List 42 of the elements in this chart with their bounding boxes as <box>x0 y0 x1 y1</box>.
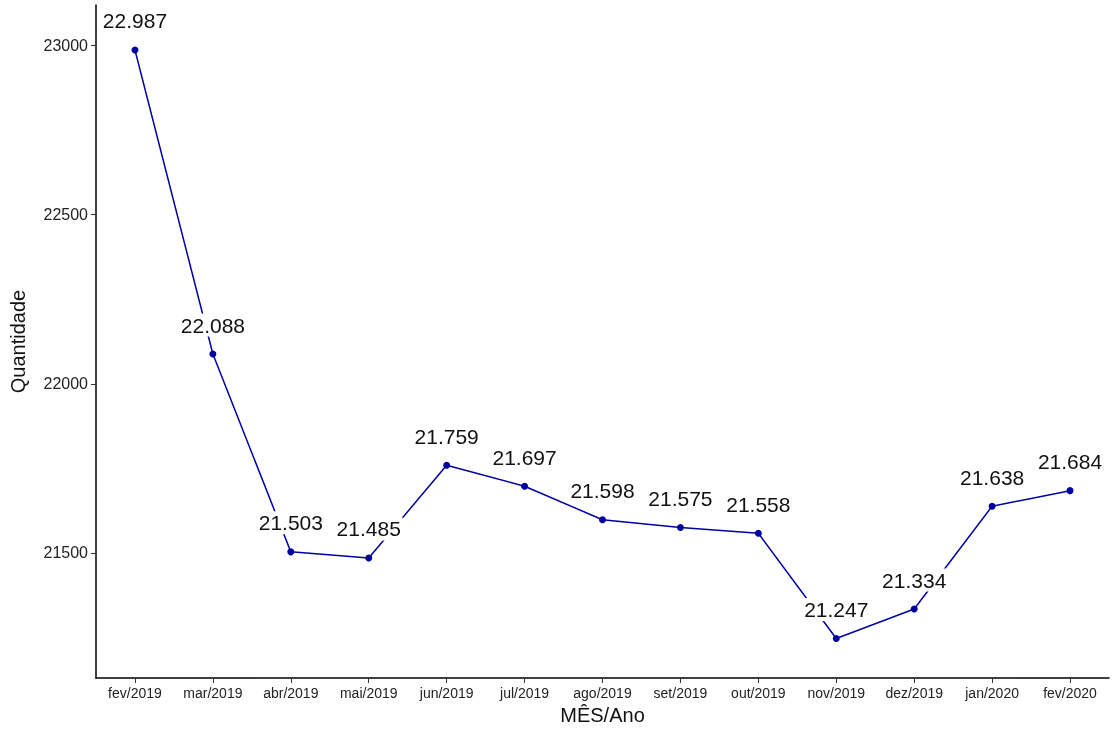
data-label: 21.503 <box>258 511 323 535</box>
x-tick-label: jan/2020 <box>964 685 1020 701</box>
x-tick-label: abr/2019 <box>263 685 319 701</box>
x-tick-label: nov/2019 <box>807 685 866 701</box>
data-label: 21.485 <box>336 517 401 541</box>
x-tick-label: fev/2019 <box>108 685 163 701</box>
point <box>365 554 373 562</box>
point <box>754 529 762 537</box>
x-axis-title: MÊS/Ano <box>560 704 645 726</box>
x-tick-label: mar/2019 <box>183 685 243 701</box>
data-label: 22.088 <box>180 313 245 337</box>
y-tick-label: 22500 <box>43 206 89 224</box>
x-tick-label: jul/2019 <box>499 685 550 701</box>
data-label: 22.987 <box>102 9 168 33</box>
data-label: 21.638 <box>960 465 1025 489</box>
data-label: 21.697 <box>492 445 557 469</box>
x-tick-label: ago/2019 <box>573 685 632 701</box>
x-tick-label: fev/2020 <box>1043 685 1098 701</box>
point <box>599 516 606 524</box>
x-tick-label: mai/2019 <box>339 685 398 701</box>
data-label: 21.558 <box>726 492 791 516</box>
x-tick-label: set/2019 <box>653 685 708 701</box>
x-tick-label: jun/2019 <box>418 685 474 701</box>
data-label: 21.759 <box>414 424 479 448</box>
y-tick-label: 22000 <box>43 375 89 393</box>
point <box>832 634 840 642</box>
data-label: 21.684 <box>1037 450 1103 474</box>
y-axis-title: Quantidade <box>7 289 29 394</box>
x-tick-label: out/2019 <box>731 685 786 701</box>
point <box>988 502 996 510</box>
point <box>443 461 451 469</box>
point <box>1066 487 1074 495</box>
data-label: 21.598 <box>570 479 635 503</box>
point <box>287 548 295 556</box>
x-tick-label: dez/2019 <box>885 685 944 701</box>
point <box>676 524 684 531</box>
y-tick-label: 21500 <box>43 544 89 562</box>
data-label: 21.247 <box>804 597 869 621</box>
y-tick-label: 23000 <box>43 37 89 55</box>
data-label: 21.334 <box>882 568 947 592</box>
data-label: 21.575 <box>648 487 713 511</box>
point <box>521 482 529 490</box>
